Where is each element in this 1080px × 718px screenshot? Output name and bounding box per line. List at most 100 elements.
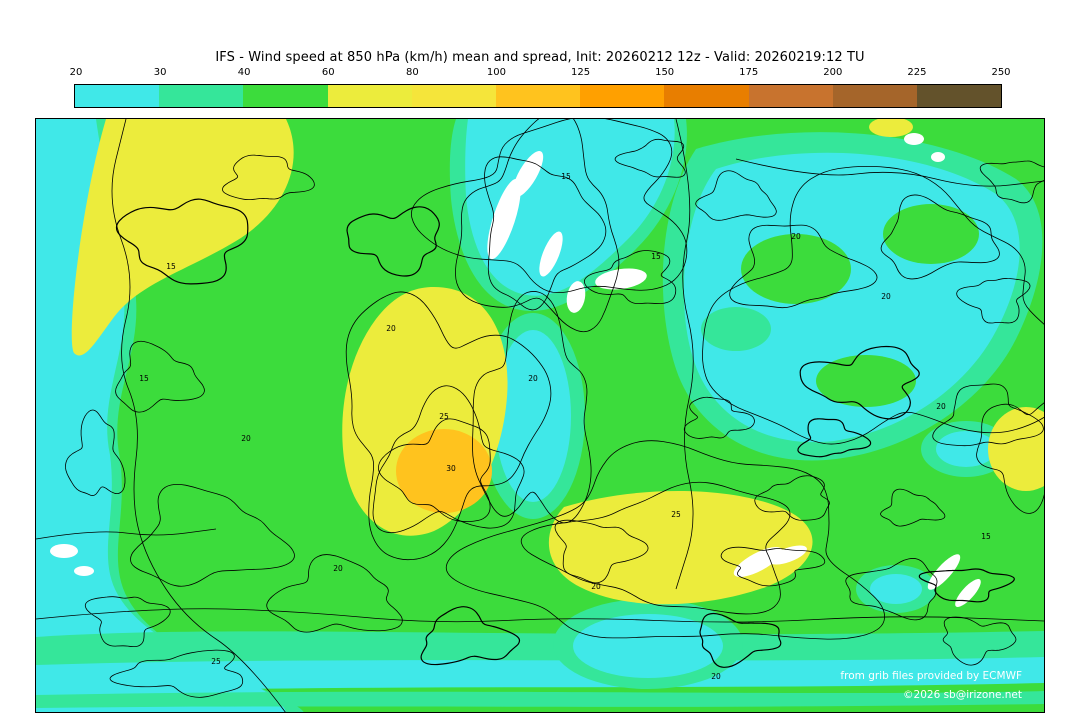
spread-contour (942, 616, 1017, 666)
colorbar-segment (159, 85, 244, 107)
spread-contour-open (675, 119, 694, 590)
contour-label: 20 (881, 292, 891, 301)
map-region-orange-center (396, 429, 492, 513)
spread-contour (372, 385, 525, 534)
contour-label: 15 (139, 374, 149, 383)
spread-contour (554, 519, 649, 584)
spread-contour (115, 198, 249, 285)
colorbar-segment (75, 85, 160, 107)
map-region-s-cyan (870, 574, 922, 604)
spread-contour (699, 612, 782, 668)
colorbar-tick: 80 (405, 67, 419, 78)
colorbar (74, 84, 1002, 108)
spread-contour (84, 596, 171, 648)
spread-contour-open (36, 528, 217, 540)
spread-contour (956, 278, 1031, 324)
spread-contour (880, 194, 1000, 280)
colorbar-tick: 30 (153, 67, 167, 78)
contour-label: 15 (981, 532, 991, 541)
spread-contour (445, 440, 885, 640)
spread-contour (979, 160, 1044, 204)
map-region-yellow-east-edge (988, 407, 1044, 491)
spread-contour (729, 224, 878, 309)
contour-label: 15 (561, 172, 571, 181)
colorbar-segment (580, 85, 665, 107)
spread-contour (720, 546, 826, 587)
credit-copyright: ©2026 sb@irizone.net (903, 689, 1022, 701)
spread-contour (455, 119, 620, 333)
contour-label: 25 (211, 657, 221, 666)
colorbar-segment (327, 85, 412, 107)
spread-contour (115, 340, 205, 413)
contour-label: 20 (791, 232, 801, 241)
colorbar-segment (495, 85, 581, 107)
map-region-norway-white-3 (539, 231, 563, 277)
map-region-yellow-ne-small (869, 119, 913, 137)
credit-ecmwf: from grib files provided by ECMWF (840, 670, 1022, 682)
map-region-northsea-cyan (495, 330, 571, 502)
map-region-se-cyan (936, 431, 996, 467)
contour-label: 20 (386, 324, 396, 333)
spread-contour (346, 206, 440, 277)
spread-contour (520, 481, 791, 615)
map-region-east-green-patch-2 (883, 204, 979, 264)
map-region-norway-white-2 (512, 151, 544, 197)
map-region-west-white-2 (74, 566, 94, 576)
contour-label: 25 (671, 510, 681, 519)
map-region-norway-white-1 (487, 178, 521, 260)
map-region-baltic-white (595, 268, 647, 290)
map-region-bottomcenter-cyan (573, 614, 723, 678)
map-region-yellow-topleft (71, 119, 294, 356)
spread-contour (266, 554, 403, 633)
colorbar-segment (748, 85, 833, 107)
colorbar-segment (832, 85, 917, 107)
contour-label: 20 (591, 582, 601, 591)
colorbar-tick: 60 (321, 67, 335, 78)
spread-contour (880, 488, 946, 527)
map-region-band-cyan (36, 657, 1044, 693)
map-region-band-teal-lower (36, 691, 1044, 708)
contour-label: 15 (651, 252, 661, 261)
spread-contour (918, 568, 1015, 603)
map-region-west-white-1 (50, 544, 78, 558)
spread-contour-open (36, 608, 1044, 623)
spread-contour (799, 345, 920, 420)
contour-label: 20 (333, 564, 343, 573)
map-region-norway-white-4 (566, 281, 586, 313)
contour-label: 20 (711, 672, 721, 681)
colorbar-segment (243, 85, 328, 107)
colorbar-tick: 250 (991, 67, 1011, 78)
spread-contour (410, 119, 688, 294)
spread-contour-open (735, 158, 1044, 187)
map-region-east-teal-patch (701, 307, 771, 351)
spread-contour (797, 418, 872, 458)
weather-map: 15 15 20 20 25 30 20 25 20 20 15 15 20 20 20 15 20 25 (36, 119, 1044, 712)
colorbar-segment (916, 85, 1002, 107)
map-region-alps-white-1 (733, 547, 783, 577)
spread-contour (754, 475, 830, 521)
spread-contour (702, 165, 1044, 445)
map-region-east-green-patch-1 (741, 234, 851, 304)
map-region-norwegian-cyan (465, 119, 675, 296)
colorbar-segment (411, 85, 496, 107)
spread-contour (583, 250, 677, 305)
colorbar-tick: 125 (570, 67, 591, 78)
map-region-east-green-patch-3 (816, 355, 916, 407)
spread-contour (683, 396, 755, 439)
map-region-ne-white-2 (931, 152, 945, 162)
spread-contour (976, 402, 1044, 514)
colorbar-tick: 100 (486, 67, 506, 78)
spread-contour (109, 649, 244, 698)
spread-contour (695, 170, 777, 221)
colorbar-tick: 200 (823, 67, 843, 78)
spread-contour (65, 409, 126, 496)
colorbar-tick: 175 (739, 67, 759, 78)
spread-contour (845, 558, 938, 621)
colorbar-tick-labels: 20 30 40 60 80 100 125 150 175 200 225 250 (70, 67, 1011, 80)
spread-contour-open (111, 119, 286, 712)
page-title: IFS - Wind speed at 850 hPa (km/h) mean … (215, 50, 865, 65)
spread-contour (614, 138, 686, 178)
contour-label: 20 (528, 374, 538, 383)
colorbar-segment (664, 85, 749, 107)
